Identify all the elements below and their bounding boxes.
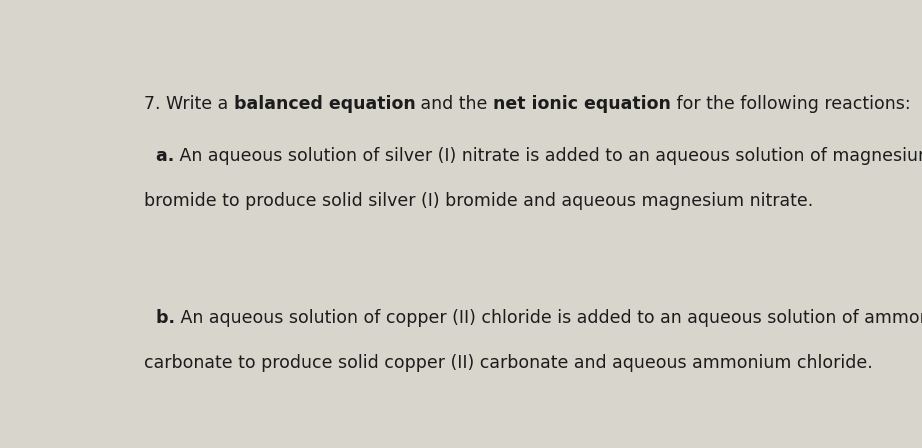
Text: b.: b. [144, 309, 175, 327]
Text: bromide to produce solid silver (I) bromide and aqueous magnesium nitrate.: bromide to produce solid silver (I) brom… [144, 192, 813, 210]
Text: and the: and the [415, 95, 493, 113]
Text: An aqueous solution of copper (II) chloride is added to an aqueous solution of a: An aqueous solution of copper (II) chlor… [175, 309, 922, 327]
Text: balanced equation: balanced equation [233, 95, 415, 113]
Text: a.: a. [144, 147, 174, 165]
Text: carbonate to produce solid copper (II) carbonate and aqueous ammonium chloride.: carbonate to produce solid copper (II) c… [144, 354, 872, 372]
Text: for the following reactions:: for the following reactions: [671, 95, 911, 113]
Text: 7. Write a: 7. Write a [144, 95, 233, 113]
Text: net ionic equation: net ionic equation [493, 95, 671, 113]
Text: An aqueous solution of silver (I) nitrate is added to an aqueous solution of mag: An aqueous solution of silver (I) nitrat… [174, 147, 922, 165]
